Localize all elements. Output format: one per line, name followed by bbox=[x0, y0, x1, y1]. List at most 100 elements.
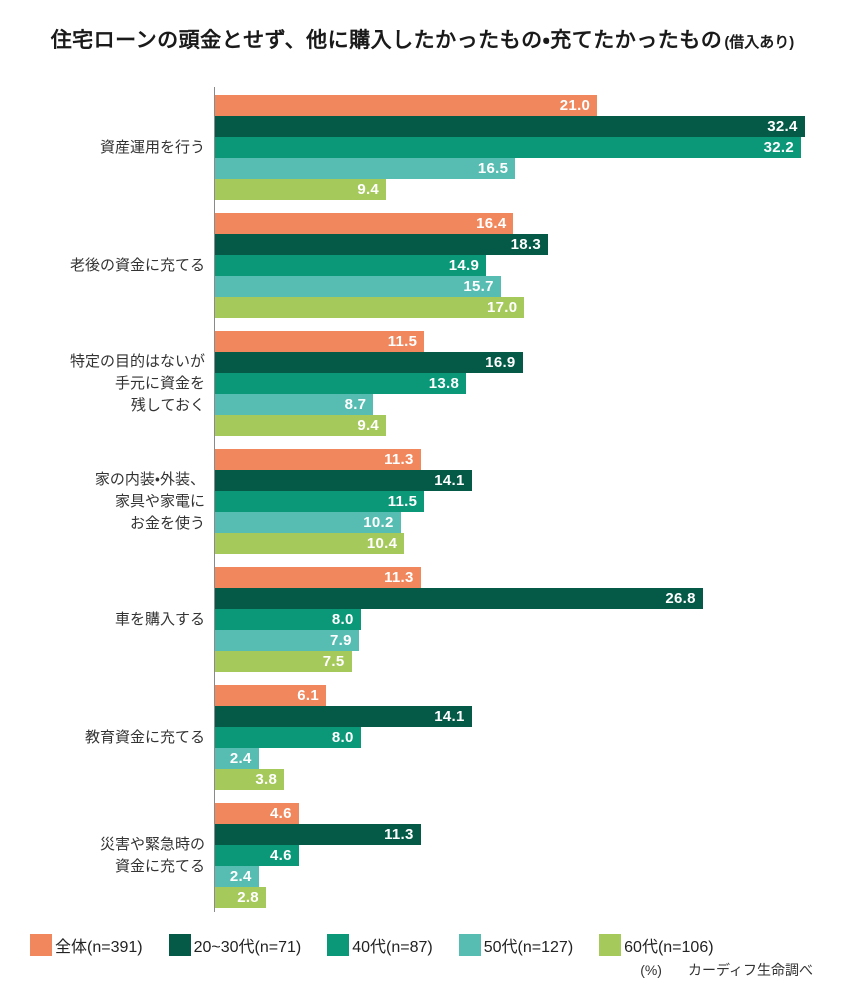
bar-50s: 2.4 bbox=[215, 866, 259, 887]
bar-40s: 8.0 bbox=[215, 609, 361, 630]
legend: 全体(n=391) 20~30代(n=71) 40代(n=87) 50代(n=127)… bbox=[30, 933, 714, 957]
bar-value-label: 9.4 bbox=[357, 181, 380, 198]
legend-label: 60代(n=106) bbox=[624, 939, 714, 956]
category-label-line: 老後の資金に充てる bbox=[69, 256, 205, 274]
bar-value-label: 7.5 bbox=[322, 653, 345, 670]
bar-value-label: 16.5 bbox=[477, 160, 509, 177]
bar-60s: 7.5 bbox=[215, 651, 352, 672]
bar-20-30s: 16.9 bbox=[215, 352, 523, 373]
bar-value-label: 11.5 bbox=[387, 333, 418, 350]
category-label-line: 手元に資金を bbox=[114, 374, 205, 392]
bar-60s: 17.0 bbox=[215, 297, 525, 318]
category-bars: 21.0 32.4 32.2 16.5 9.4 bbox=[215, 95, 845, 200]
category-label: 教育資金に充てる bbox=[0, 727, 215, 749]
bar-all: 16.4 bbox=[215, 213, 514, 234]
bar-value-label: 14.1 bbox=[434, 708, 465, 725]
bar-20-30s: 32.4 bbox=[215, 116, 805, 137]
category-label-line: 車を購入する bbox=[114, 610, 205, 628]
legend-label: 20~30代(n=71) bbox=[193, 939, 302, 956]
category-label: 車を購入する bbox=[0, 609, 215, 631]
bar-value-label: 32.4 bbox=[767, 118, 798, 135]
category-bars: 16.4 18.3 14.9 15.7 17.0 bbox=[215, 213, 845, 318]
bar-50s: 2.4 bbox=[215, 748, 259, 769]
bar-value-label: 17.0 bbox=[486, 299, 518, 316]
legend-item-60s: 60代(n=106) bbox=[599, 933, 714, 957]
bar-60s: 10.4 bbox=[215, 533, 405, 554]
bar-20-30s: 18.3 bbox=[215, 234, 549, 255]
bar-50s: 10.2 bbox=[215, 512, 401, 533]
bar-value-label: 18.3 bbox=[510, 236, 542, 253]
bar-value-label: 2.8 bbox=[237, 889, 259, 906]
category-label: 老後の資金に充てる bbox=[0, 255, 215, 277]
bar-value-label: 7.9 bbox=[330, 632, 352, 649]
chart-title: 住宅ローンの頭金とせず、他に購入したかったもの・充てたかったもの (借入あり) bbox=[0, 24, 845, 54]
chart-footer: (%) カーディフ生命調べ bbox=[640, 960, 813, 980]
bar-40s: 8.0 bbox=[215, 727, 361, 748]
source-note: カーディフ生命調べ bbox=[687, 962, 813, 978]
bar-value-label: 4.6 bbox=[269, 805, 292, 822]
bar-value-label: 14.1 bbox=[434, 472, 465, 489]
bar-value-label: 15.7 bbox=[463, 278, 494, 295]
bar-value-label: 14.9 bbox=[448, 257, 480, 274]
bar-chart: 資産運用を行う 21.0 32.4 32.2 16.5 9.4 老後の資金に充てる 16.4 1… bbox=[0, 87, 845, 912]
bar-50s: 16.5 bbox=[215, 158, 516, 179]
bar-group: 特定の目的はないが 手元に資金を 残しておく 11.5 16.9 13.8 8.7 9.4 bbox=[0, 331, 845, 436]
bar-value-label: 10.4 bbox=[366, 535, 398, 552]
bar-all: 6.1 bbox=[215, 685, 327, 706]
bar-value-label: 9.4 bbox=[357, 417, 380, 434]
category-label-line: 特定の目的はないが bbox=[69, 352, 205, 370]
bar-value-label: 2.4 bbox=[229, 750, 252, 767]
bar-40s: 13.8 bbox=[215, 373, 467, 394]
bar-40s: 32.2 bbox=[215, 137, 802, 158]
legend-item-40s: 40代(n=87) bbox=[327, 933, 433, 957]
bar-value-label: 8.7 bbox=[344, 396, 367, 413]
bar-60s: 9.4 bbox=[215, 415, 387, 436]
category-label-line: お金を使う bbox=[129, 514, 205, 532]
legend-label: 全体(n=391) bbox=[55, 939, 143, 956]
bar-value-label: 16.4 bbox=[476, 215, 507, 232]
bar-value-label: 11.3 bbox=[384, 826, 414, 843]
legend-swatch-60s bbox=[599, 934, 622, 956]
bar-value-label: 4.6 bbox=[269, 847, 292, 864]
category-label-line: 災害や緊急時の bbox=[99, 835, 205, 853]
bar-value-label: 10.2 bbox=[363, 514, 394, 531]
bar-value-label: 32.2 bbox=[763, 139, 795, 156]
bar-60s: 9.4 bbox=[215, 179, 387, 200]
bar-value-label: 8.0 bbox=[331, 729, 354, 746]
bar-group: 災害や緊急時の資金に充てる 4.6 11.3 4.6 2.4 2.8 bbox=[0, 803, 845, 908]
bar-60s: 2.8 bbox=[215, 887, 266, 908]
bar-all: 21.0 bbox=[215, 95, 598, 116]
bar-group: 家の内装・外装、 家具や家電に お金を使う 11.3 14.1 11.5 10.2 10.4 bbox=[0, 449, 845, 554]
category-bars: 11.3 14.1 11.5 10.2 10.4 bbox=[215, 449, 845, 554]
chart-title-main: 住宅ローンの頭金とせず、他に購入したかったもの・充てたかったもの bbox=[50, 29, 723, 52]
category-label: 家の内装・外装、 家具や家電に お金を使う bbox=[0, 469, 215, 535]
bar-20-30s: 26.8 bbox=[215, 588, 703, 609]
unit-note: (%) bbox=[640, 962, 662, 978]
bar-value-label: 11.5 bbox=[387, 493, 418, 510]
category-label: 特定の目的はないが 手元に資金を 残しておく bbox=[0, 351, 215, 417]
bar-group: 老後の資金に充てる 16.4 18.3 14.9 15.7 17.0 bbox=[0, 213, 845, 318]
legend-item-20-30s: 20~30代(n=71) bbox=[168, 933, 302, 957]
bar-value-label: 13.8 bbox=[428, 375, 460, 392]
bar-all: 11.5 bbox=[215, 331, 425, 352]
bar-value-label: 11.3 bbox=[384, 451, 414, 468]
bar-groups: 資産運用を行う 21.0 32.4 32.2 16.5 9.4 老後の資金に充てる 16.4 1… bbox=[0, 87, 845, 908]
bar-20-30s: 14.1 bbox=[215, 470, 472, 491]
category-label-line: 教育資金に充てる bbox=[84, 728, 205, 746]
legend-label: 50代(n=127) bbox=[483, 939, 574, 956]
legend-swatch-40s bbox=[327, 934, 350, 956]
category-label-line: 家の内装・外装、 bbox=[94, 470, 205, 488]
chart-title-suffix: (借入あり) bbox=[724, 34, 795, 51]
bar-40s: 4.6 bbox=[215, 845, 299, 866]
category-label-line: 資金に充てる bbox=[114, 857, 205, 875]
bar-value-label: 16.9 bbox=[485, 354, 516, 371]
bar-value-label: 26.8 bbox=[665, 590, 696, 607]
legend-item-all: 全体(n=391) bbox=[30, 933, 143, 957]
bar-all: 4.6 bbox=[215, 803, 299, 824]
legend-item-50s: 50代(n=127) bbox=[458, 933, 574, 957]
bar-20-30s: 11.3 bbox=[215, 824, 421, 845]
category-bars: 11.3 26.8 8.0 7.9 7.5 bbox=[215, 567, 845, 672]
category-label-line: 資産運用を行う bbox=[99, 138, 205, 156]
category-label: 災害や緊急時の資金に充てる bbox=[0, 834, 215, 878]
